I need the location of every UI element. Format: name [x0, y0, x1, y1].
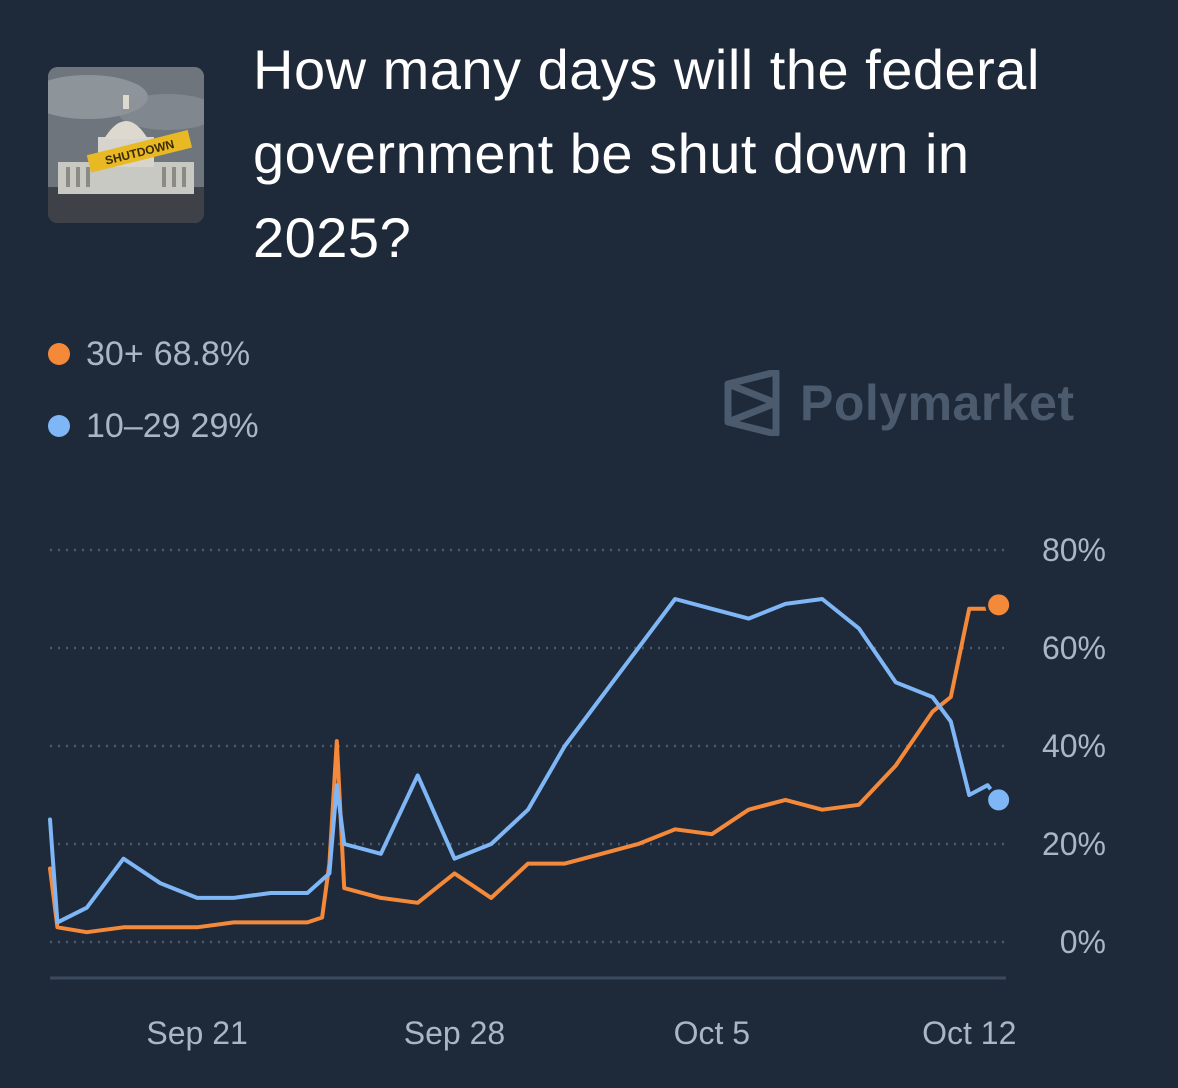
watermark-text: Polymarket — [800, 375, 1075, 431]
series-line-1 — [48, 597, 1001, 925]
legend-label: 10–29 — [86, 406, 181, 445]
y-axis-ticks: 0% 20% 40% 60% 80% — [1042, 532, 1106, 960]
series-line-0 — [48, 602, 1001, 935]
y-tick-label: 60% — [1042, 630, 1106, 666]
y-tick-label: 0% — [1060, 924, 1106, 960]
legend-dot-blue — [48, 415, 70, 437]
market-thumbnail: SHUTDOWN — [48, 67, 204, 223]
y-tick-label: 40% — [1042, 728, 1106, 764]
legend-label: 30+ — [86, 334, 144, 373]
series-endpoint-1 — [985, 786, 1013, 814]
chart-grid — [50, 548, 1010, 944]
legend-dot-orange — [48, 343, 70, 365]
legend-value: 68.8% — [153, 334, 251, 373]
x-axis-ticks: Sep 21 Sep 28 Oct 5 Oct 12 — [146, 1015, 1016, 1051]
legend-item-30-plus: 30+ 68.8% — [48, 334, 259, 374]
chart-series — [48, 591, 1013, 935]
x-tick-label: Sep 21 — [146, 1015, 247, 1051]
polymarket-watermark: Polymarket — [722, 368, 1075, 438]
capitol-shutdown-image: SHUTDOWN — [48, 67, 204, 223]
x-tick-label: Oct 5 — [674, 1015, 750, 1051]
legend-value: 29% — [190, 406, 259, 445]
legend-item-10-29: 10–29 29% — [48, 406, 259, 446]
polymarket-logo-icon — [724, 370, 780, 436]
x-tick-label: Sep 28 — [404, 1015, 505, 1051]
chart-legend: 30+ 68.8% 10–29 29% — [48, 334, 259, 478]
y-tick-label: 20% — [1042, 826, 1106, 862]
y-tick-label: 80% — [1042, 532, 1106, 568]
x-tick-label: Oct 12 — [922, 1015, 1016, 1051]
series-endpoint-0 — [985, 591, 1013, 619]
market-title: How many days will the federal governmen… — [253, 38, 1040, 269]
